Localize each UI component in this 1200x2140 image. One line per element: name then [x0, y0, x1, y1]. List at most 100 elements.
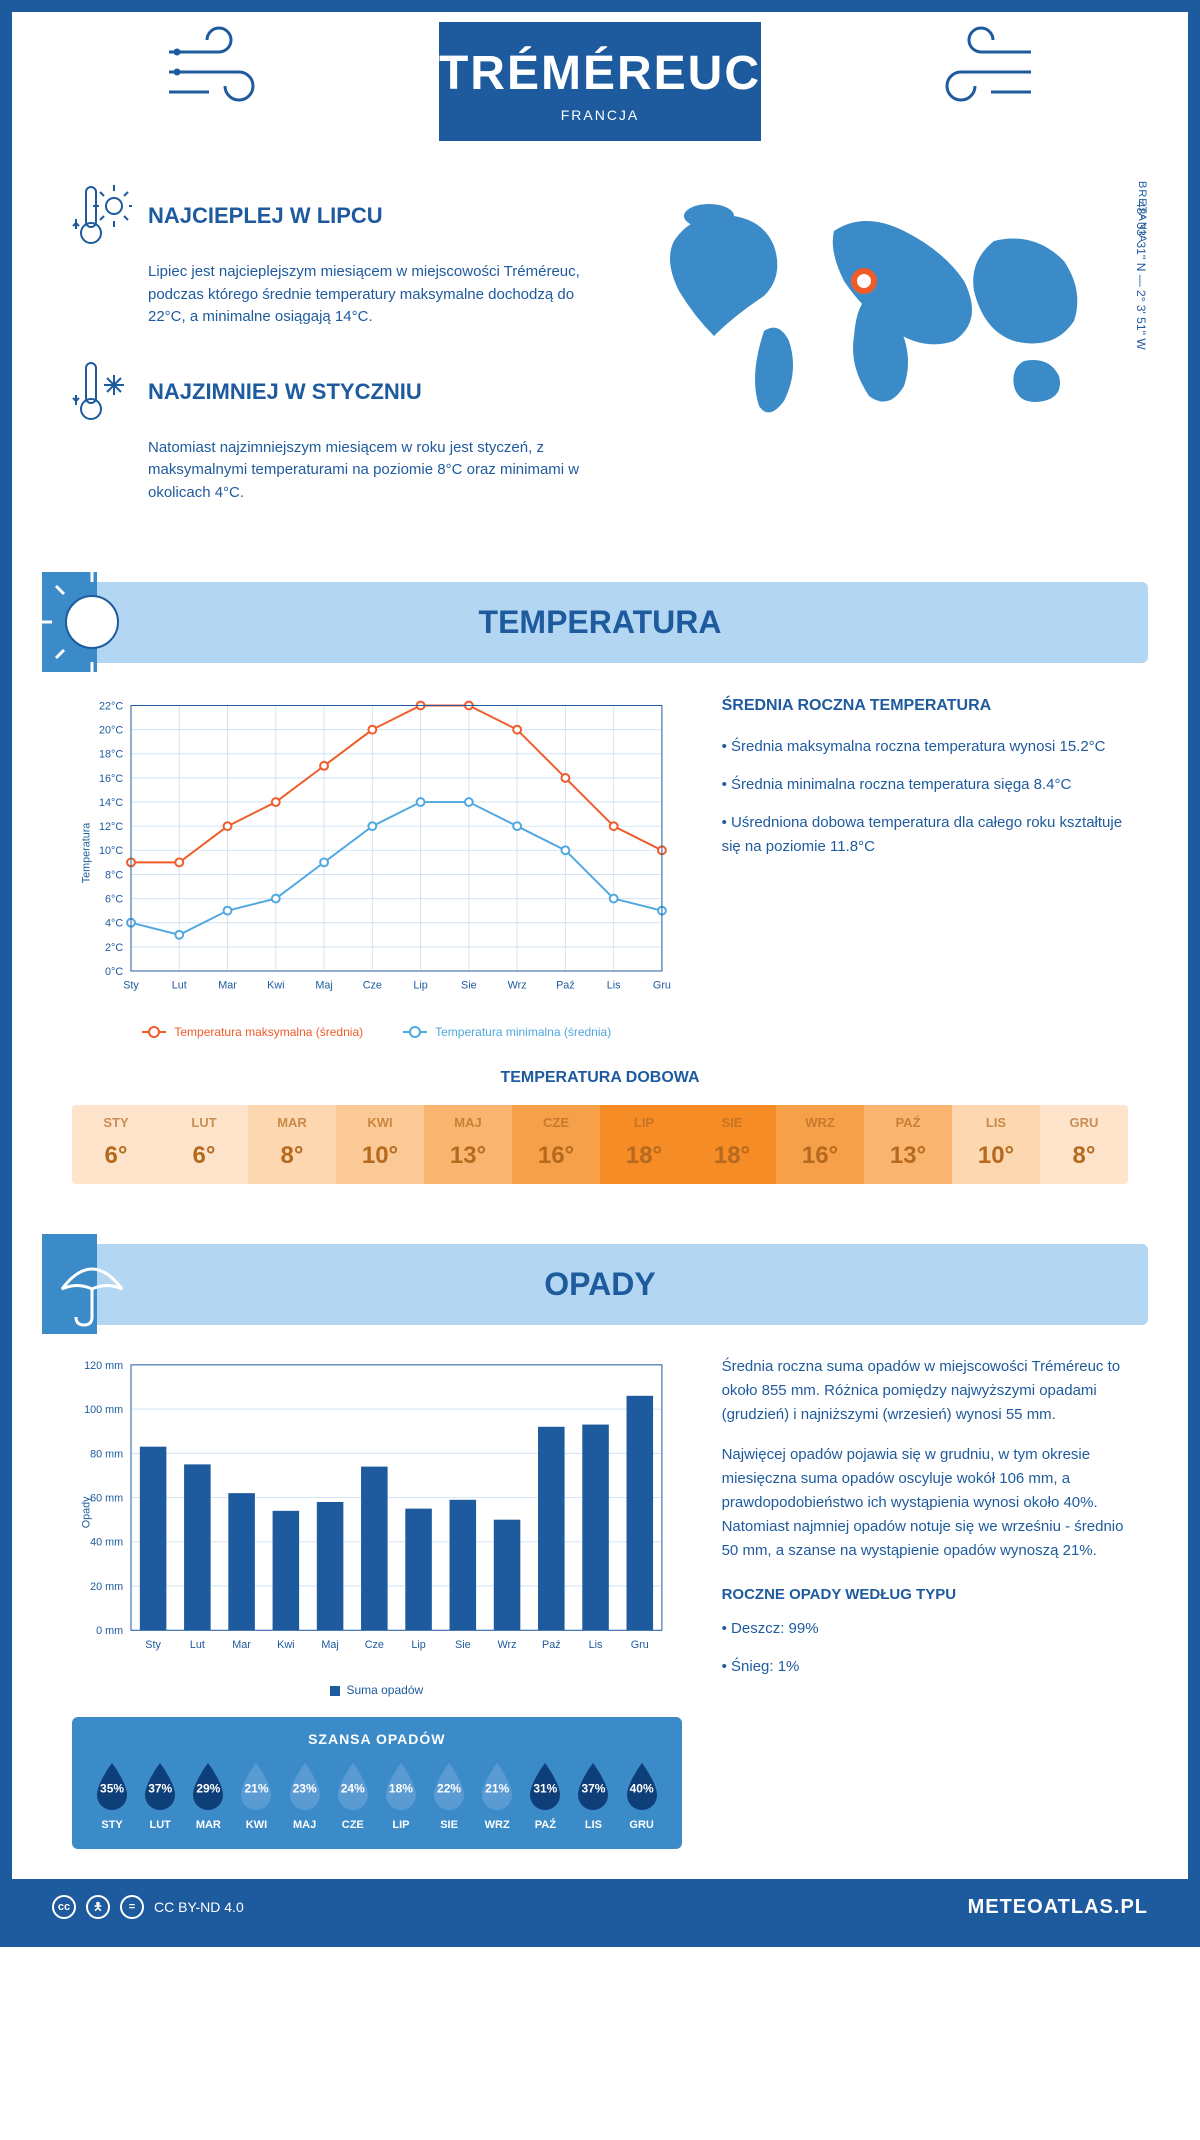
svg-text:Sie: Sie	[461, 980, 477, 992]
svg-text:Temperatura: Temperatura	[81, 823, 93, 884]
precip-banner-label: OPADY	[544, 1266, 655, 1302]
coldest-title: NAJZIMNIEJ W STYCZNIU	[148, 379, 422, 405]
svg-text:10°C: 10°C	[99, 845, 123, 857]
nd-icon: =	[120, 1895, 144, 1919]
svg-text:22°C: 22°C	[99, 700, 123, 712]
warmest-title: NAJCIEPLEJ W LIPCU	[148, 203, 383, 229]
svg-text:Gru: Gru	[631, 1639, 649, 1651]
chance-drop: 21%KWI	[234, 1761, 278, 1831]
svg-text:Wrz: Wrz	[498, 1639, 517, 1651]
wind-icon-right	[921, 22, 1041, 112]
temp-cell: SIE18°	[688, 1105, 776, 1184]
location-marker	[854, 271, 874, 291]
svg-text:Gru: Gru	[653, 980, 671, 992]
svg-text:Kwi: Kwi	[277, 1639, 294, 1651]
chance-drop: 22%SIE	[427, 1761, 471, 1831]
svg-text:Lis: Lis	[607, 980, 621, 992]
warmest-block: NAJCIEPLEJ W LIPCU Lipiec jest najcieple…	[72, 181, 580, 329]
daily-temp-strip: STY6°LUT6°MAR8°KWI10°MAJ13°CZE16°LIP18°S…	[72, 1105, 1128, 1184]
svg-text:Paź: Paź	[556, 980, 575, 992]
temp-cell: LIP18°	[600, 1105, 688, 1184]
svg-text:Mar: Mar	[218, 980, 237, 992]
temp-cell: CZE16°	[512, 1105, 600, 1184]
thermometer-hot-icon	[72, 181, 132, 251]
precip-legend: Suma opadów	[72, 1683, 682, 1697]
precip-p2: Najwięcej opadów pojawia się w grudniu, …	[722, 1443, 1128, 1563]
svg-text:6°C: 6°C	[105, 894, 123, 906]
precip-type-item: Deszcz: 99%	[722, 1617, 1128, 1641]
daily-temp-title: TEMPERATURA DOBOWA	[72, 1069, 1128, 1087]
svg-text:Sty: Sty	[123, 980, 139, 992]
legend-min: Temperatura minimalna (średnia)	[435, 1025, 611, 1039]
footer: cc 🯅 = CC BY-ND 4.0 METEOATLAS.PL	[12, 1879, 1188, 1935]
precip-banner: OPADY	[52, 1244, 1148, 1325]
avg-item: Średnia minimalna roczna temperatura się…	[722, 773, 1128, 797]
temp-cell: LIS10°	[952, 1105, 1040, 1184]
temp-legend: Temperatura maksymalna (średnia) Tempera…	[72, 1025, 682, 1039]
svg-text:Opady: Opady	[81, 1496, 93, 1528]
svg-text:Lis: Lis	[589, 1639, 603, 1651]
legend-max: Temperatura maksymalna (średnia)	[174, 1025, 363, 1039]
svg-text:Sie: Sie	[455, 1639, 471, 1651]
license-label: CC BY-ND 4.0	[154, 1899, 244, 1915]
svg-text:0°C: 0°C	[105, 966, 123, 978]
precip-info: Średnia roczna suma opadów w miejscowośc…	[722, 1355, 1128, 1849]
svg-text:Mar: Mar	[232, 1639, 251, 1651]
chance-drop: 40%GRU	[620, 1761, 664, 1831]
header-row: TRÉMÉREUC FRANCJA	[12, 12, 1188, 141]
chance-drop: 24%CZE	[331, 1761, 375, 1831]
temp-banner: TEMPERATURA	[52, 582, 1148, 663]
svg-text:14°C: 14°C	[99, 797, 123, 809]
coldest-block: NAJZIMNIEJ W STYCZNIU Natomiast najzimni…	[72, 357, 580, 505]
world-map	[620, 181, 1128, 441]
svg-text:40 mm: 40 mm	[90, 1537, 123, 1549]
svg-text:Sty: Sty	[145, 1639, 161, 1651]
svg-text:12°C: 12°C	[99, 821, 123, 833]
avg-item: Uśredniona dobowa temperatura dla całego…	[722, 811, 1128, 859]
temp-cell: LUT6°	[160, 1105, 248, 1184]
svg-text:Maj: Maj	[315, 980, 332, 992]
precip-chance-box: SZANSA OPADÓW 35%STY37%LUT29%MAR21%KWI23…	[72, 1717, 682, 1849]
cc-icon: cc	[52, 1895, 76, 1919]
coldest-text: Natomiast najzimniejszym miesiącem w rok…	[148, 437, 580, 505]
chance-drop: 23%MAJ	[283, 1761, 327, 1831]
precip-p1: Średnia roczna suma opadów w miejscowośc…	[722, 1355, 1128, 1427]
precip-type-item: Śnieg: 1%	[722, 1655, 1128, 1679]
svg-text:80 mm: 80 mm	[90, 1448, 123, 1460]
temperature-line-chart: 0°C2°C4°C6°C8°C10°C12°C14°C16°C18°C20°C2…	[72, 693, 682, 1013]
chance-drop: 35%STY	[90, 1761, 134, 1831]
temp-cell: MAR8°	[248, 1105, 336, 1184]
svg-text:Cze: Cze	[363, 980, 382, 992]
temp-cell: WRZ16°	[776, 1105, 864, 1184]
city-title: TRÉMÉREUC	[439, 46, 761, 101]
umbrella-icon	[42, 1234, 142, 1334]
country-label: FRANCJA	[439, 107, 761, 123]
svg-text:18°C: 18°C	[99, 749, 123, 761]
temp-avg-info: ŚREDNIA ROCZNA TEMPERATURA Średnia maksy…	[722, 693, 1128, 1039]
temp-cell: MAJ13°	[424, 1105, 512, 1184]
svg-text:8°C: 8°C	[105, 869, 123, 881]
precipitation-bar-chart: 0 mm20 mm40 mm60 mm80 mm100 mm120 mmStyL…	[72, 1355, 682, 1675]
svg-text:Lip: Lip	[413, 980, 427, 992]
intro-section: NAJCIEPLEJ W LIPCU Lipiec jest najcieple…	[12, 141, 1188, 562]
svg-text:Lip: Lip	[411, 1639, 425, 1651]
precip-type-title: ROCZNE OPADY WEDŁUG TYPU	[722, 1583, 1128, 1607]
chance-drop: 21%WRZ	[475, 1761, 519, 1831]
coords-label: 48° 33' 31'' N — 2° 3' 51'' W	[1134, 201, 1148, 350]
svg-text:Wrz: Wrz	[508, 980, 527, 992]
temp-cell: GRU8°	[1040, 1105, 1128, 1184]
chance-drop: 18%LIP	[379, 1761, 423, 1831]
infographic-frame: TRÉMÉREUC FRANCJA	[0, 0, 1200, 1947]
chance-drop: 29%MAR	[186, 1761, 230, 1831]
svg-text:2°C: 2°C	[105, 942, 123, 954]
svg-text:20 mm: 20 mm	[90, 1581, 123, 1593]
svg-text:Lut: Lut	[172, 980, 187, 992]
header: TRÉMÉREUC FRANCJA	[439, 22, 761, 141]
svg-text:Cze: Cze	[365, 1639, 384, 1651]
avg-temp-title: ŚREDNIA ROCZNA TEMPERATURA	[722, 693, 1128, 719]
thermometer-cold-icon	[72, 357, 132, 427]
temp-cell: STY6°	[72, 1105, 160, 1184]
svg-text:Maj: Maj	[321, 1639, 338, 1651]
svg-text:4°C: 4°C	[105, 918, 123, 930]
warmest-text: Lipiec jest najcieplejszym miesiącem w m…	[148, 261, 580, 329]
